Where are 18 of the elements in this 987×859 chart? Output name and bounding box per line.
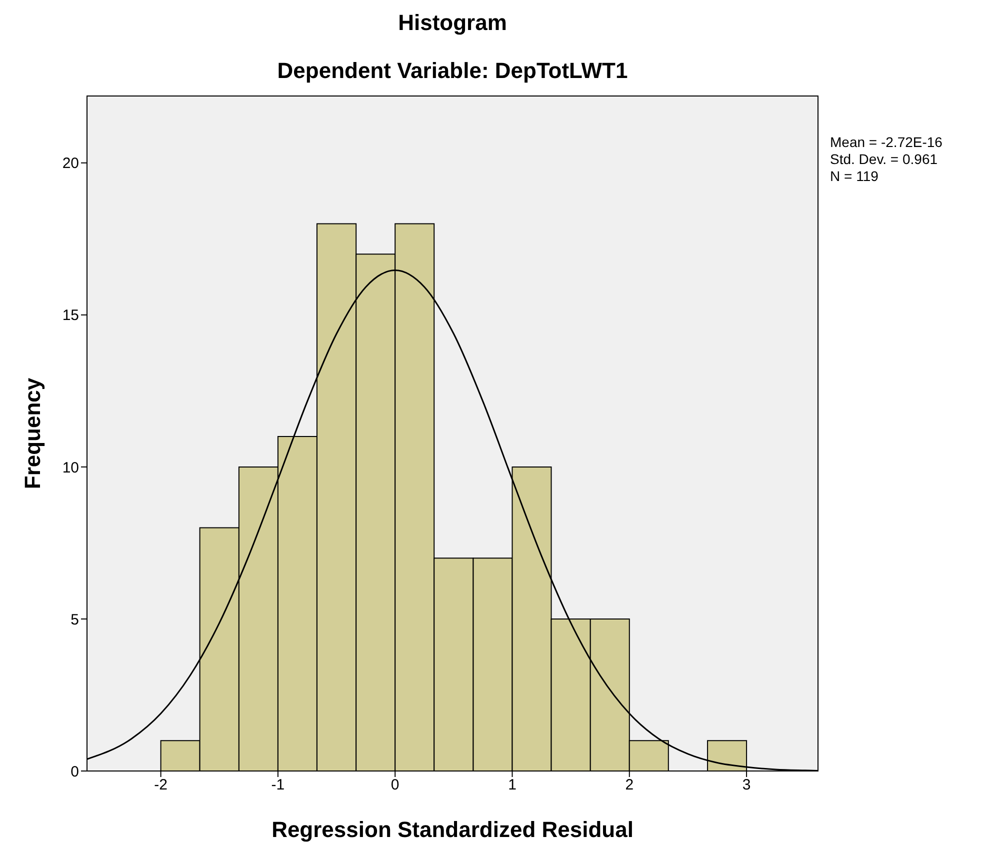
y-tick-label: 20 <box>62 155 79 172</box>
text: Std. Dev. = 0.961 <box>830 151 939 168</box>
x-tick-label: 0 <box>390 776 400 794</box>
x-tick-label: 1 <box>508 776 516 794</box>
y-tick-label: 10 <box>62 459 79 476</box>
x-axis-title: Regression Standardized Residual <box>272 817 634 842</box>
chart-subtitle: Dependent Variable: DepTotLWT1 <box>276 58 629 84</box>
y-tick-label: 5 <box>70 611 79 628</box>
x-tick-label: 3 <box>742 776 751 794</box>
text: N = 119 <box>830 168 880 185</box>
chart-title: Histogram <box>397 10 508 36</box>
y-axis-title: Frequency <box>20 377 45 490</box>
x-tick-label: -2 <box>154 776 168 794</box>
text: Mean = -2.72E-16 <box>830 134 942 151</box>
y-tick-label: 0 <box>70 763 79 780</box>
y-tick-label: 15 <box>62 307 79 324</box>
x-tick-label: 2 <box>625 776 634 794</box>
x-tick-label: -1 <box>271 776 285 794</box>
